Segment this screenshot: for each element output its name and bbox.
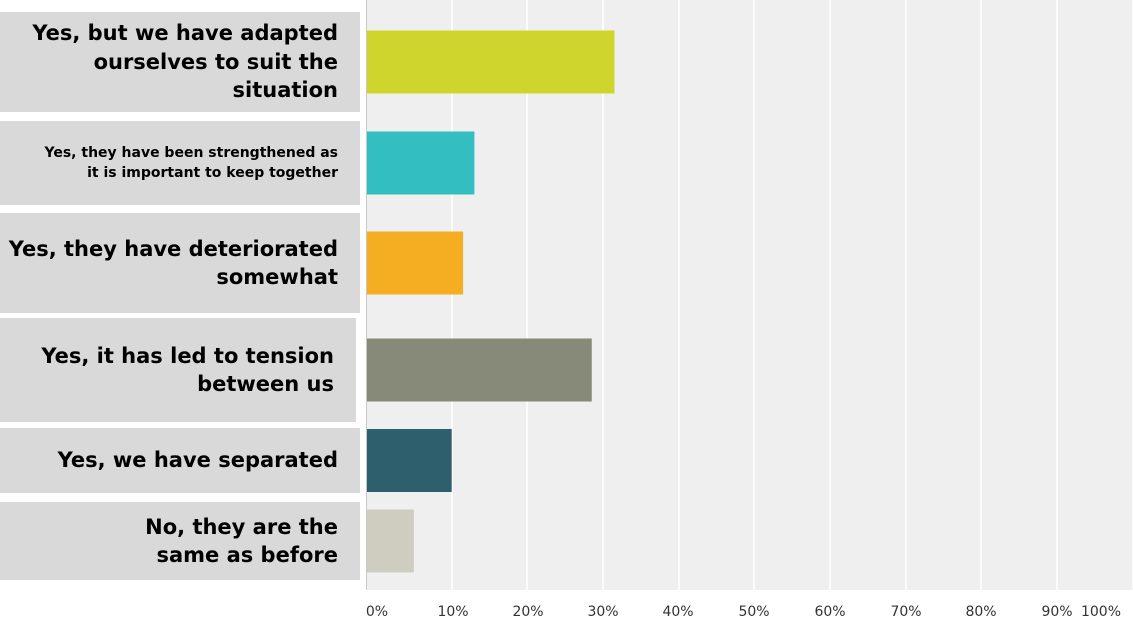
category-label: Yes, they have deteriorated somewhat (0, 213, 360, 313)
bar (367, 509, 414, 573)
x-tick-label: 30% (587, 604, 619, 620)
x-tick-label: 100% (1080, 604, 1122, 620)
category-label: Yes, it has led to tension between us (0, 318, 356, 422)
x-tick-label: 80% (965, 604, 997, 620)
category-label: Yes, we have separated (0, 428, 360, 493)
x-tick-label: 70% (890, 604, 922, 620)
plot-background (366, 0, 1133, 590)
bar (367, 131, 475, 195)
x-tick-label: 0% (365, 604, 389, 620)
bar (367, 338, 592, 402)
bar (367, 429, 452, 492)
x-tick-label: 90% (1041, 604, 1073, 620)
x-tick-label: 60% (814, 604, 846, 620)
x-tick-label: 40% (662, 604, 694, 620)
x-tick-label: 50% (738, 604, 770, 620)
x-tick-label: 10% (437, 604, 469, 620)
bar (367, 30, 615, 94)
x-tick-label: 20% (512, 604, 544, 620)
category-label: No, they are the same as before (0, 502, 360, 580)
category-label: Yes, they have been strengthened as it i… (0, 121, 360, 205)
category-label: Yes, but we have adapted ourselves to su… (0, 12, 360, 112)
bar (367, 231, 464, 295)
